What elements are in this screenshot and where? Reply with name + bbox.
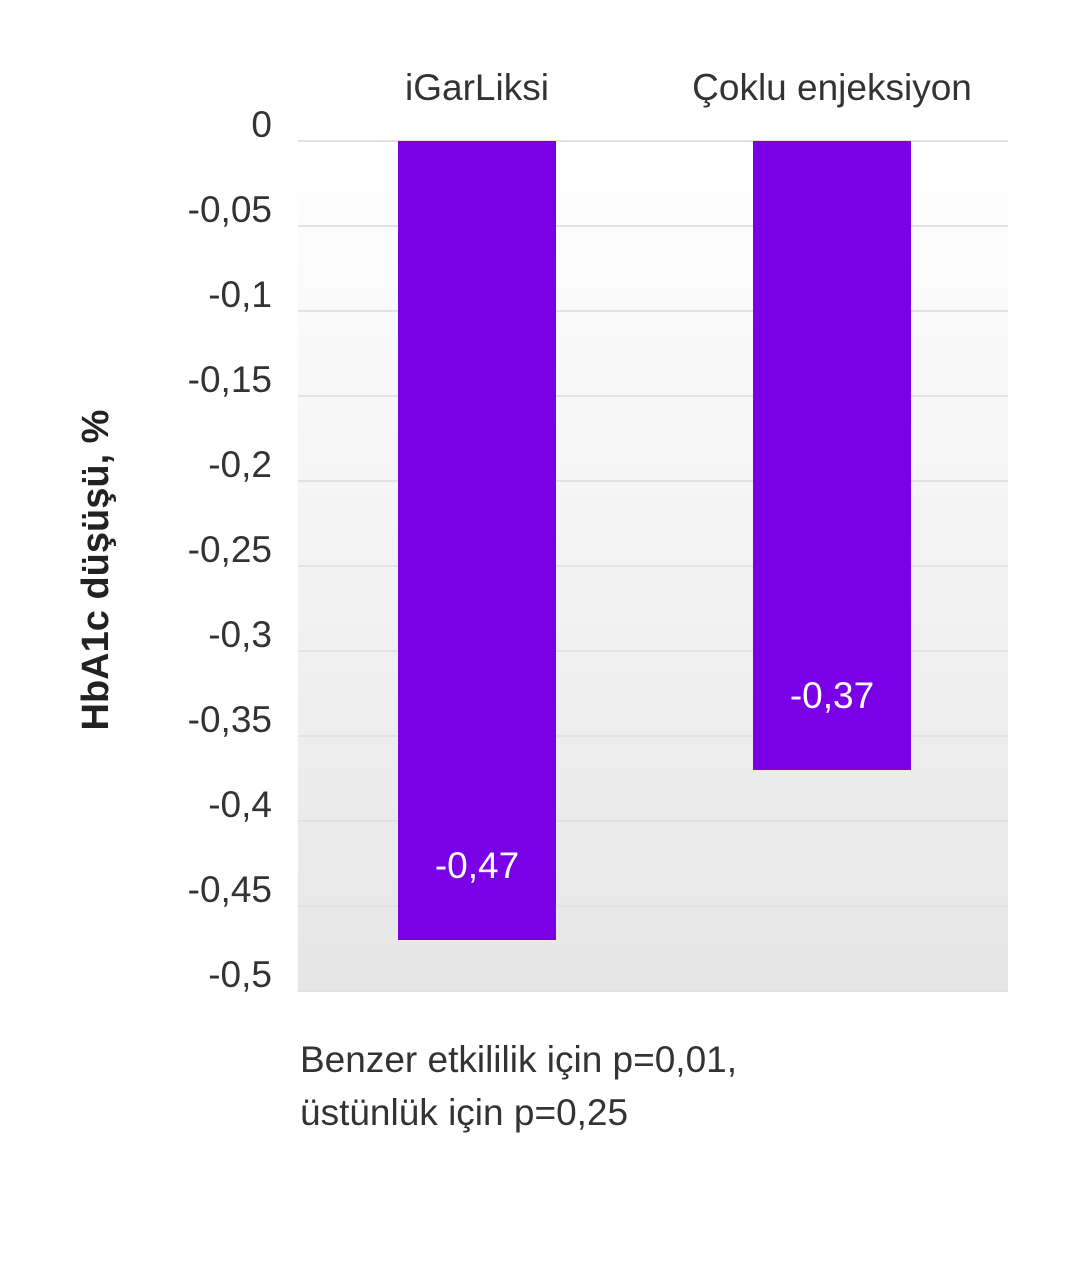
y-tick-label: -0,25 <box>188 529 272 570</box>
x-tick-label: Çoklu enjeksiyon <box>692 67 972 108</box>
value-label: -0,37 <box>790 675 874 716</box>
y-tick-label: -0,4 <box>208 784 272 825</box>
note-line: üstünlük için p=0,25 <box>300 1092 628 1133</box>
value-label: -0,47 <box>435 845 519 886</box>
y-tick-label: -0,45 <box>188 869 272 910</box>
y-tick-label: -0,2 <box>208 444 272 485</box>
bar <box>398 141 556 940</box>
note-line: Benzer etkililik için p=0,01, <box>300 1039 737 1080</box>
bar <box>753 141 911 770</box>
y-tick-label: -0,3 <box>208 614 272 655</box>
y-tick-label: 0 <box>251 104 272 145</box>
x-tick-label: iGarLiksi <box>405 67 549 108</box>
y-tick-label: -0,5 <box>208 954 272 995</box>
y-tick-label: -0,1 <box>208 274 272 315</box>
y-tick-label: -0,05 <box>188 189 272 230</box>
y-axis-label: HbA1c düşüşü, % <box>75 410 117 731</box>
y-tick-label: -0,35 <box>188 699 272 740</box>
y-tick-label: -0,15 <box>188 359 272 400</box>
